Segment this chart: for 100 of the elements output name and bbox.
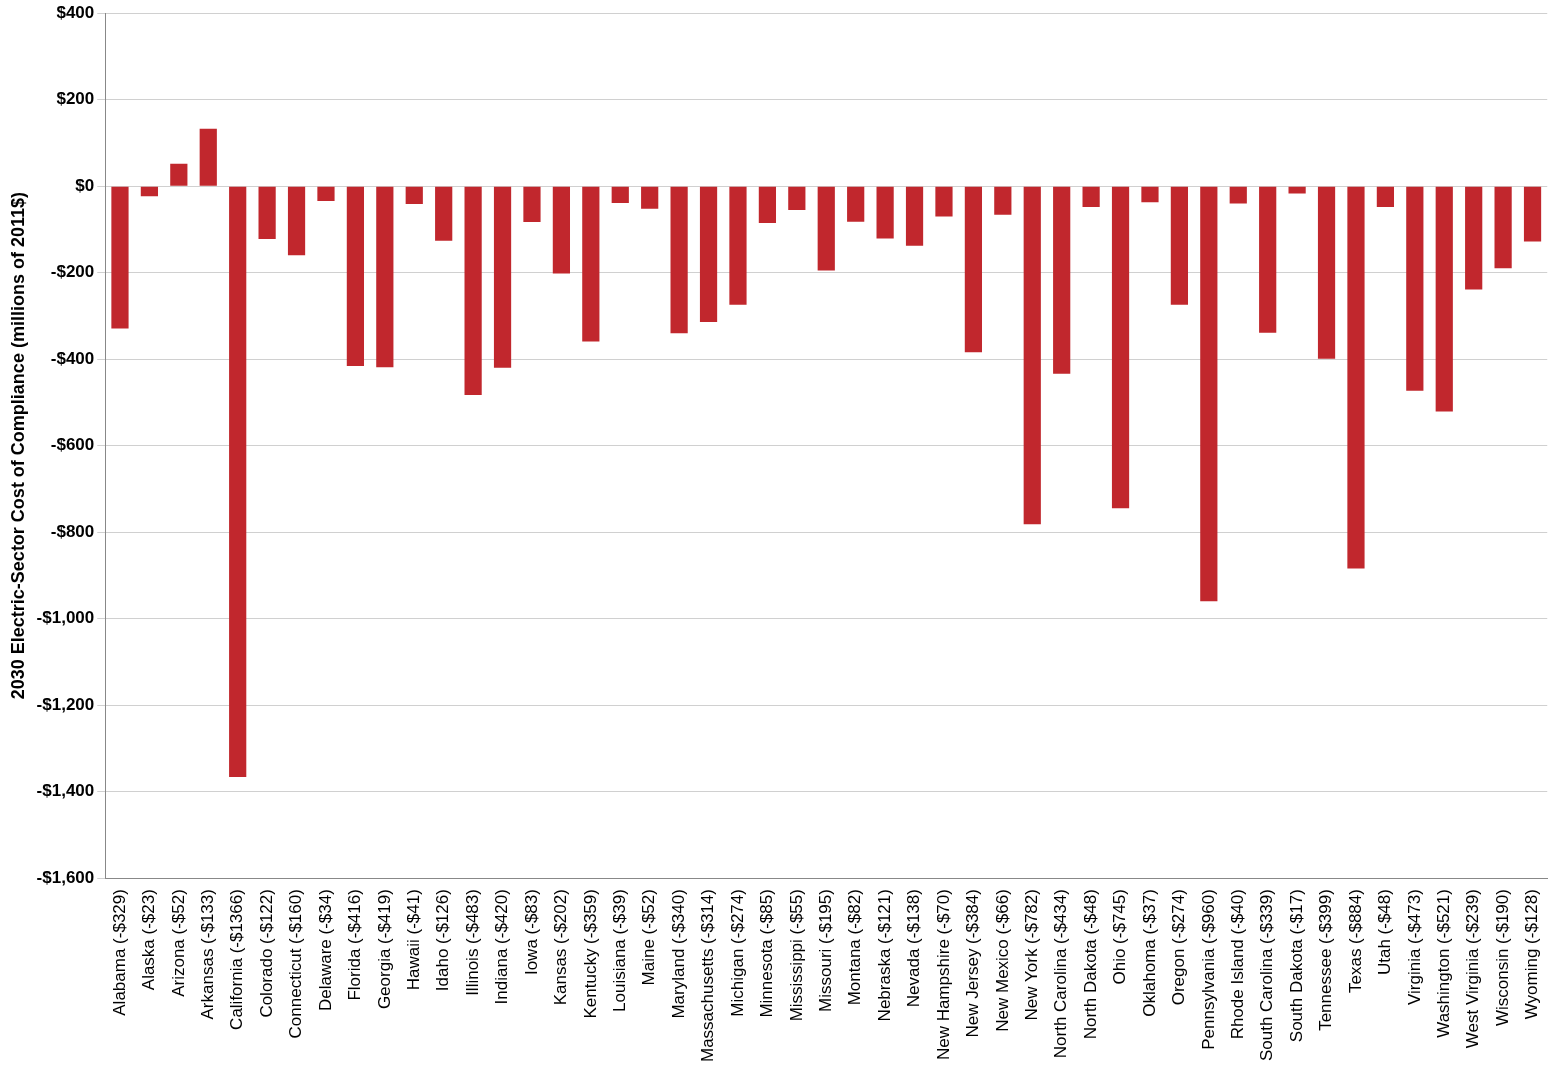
y-tick-label: -$1,400 <box>36 781 95 801</box>
x-tick-label: Missouri (-$195) <box>815 889 835 1012</box>
bar <box>1376 186 1394 207</box>
x-tick-label: Nevada (-$138) <box>904 889 924 1008</box>
x-tick-label: Maine (-$52) <box>639 889 659 986</box>
x-tick-label: Connecticut (-$160) <box>286 889 306 1039</box>
x-tick-label: South Carolina (-$339) <box>1257 889 1277 1062</box>
bar <box>140 186 159 197</box>
bar <box>1523 186 1542 242</box>
bar <box>435 186 453 241</box>
x-tick-label: Oklahoma (-$37) <box>1139 889 1159 1017</box>
x-tick-label: Arizona (-$52) <box>168 889 188 997</box>
x-tick-label: Ohio (-$745) <box>1110 889 1130 985</box>
x-tick-label: Pennsylvania (-$960) <box>1198 889 1218 1050</box>
x-tick-label: Oregon (-$274) <box>1169 889 1189 1006</box>
x-tick-label: Illinois (-$483) <box>462 889 482 996</box>
bar <box>523 186 541 223</box>
x-tick-label: Texas (-$884) <box>1345 889 1365 994</box>
x-tick-label: Alaska (-$23) <box>139 889 159 991</box>
bar <box>1141 186 1159 203</box>
bar <box>699 186 718 322</box>
x-tick-label: Wisconsin (-$190) <box>1492 889 1512 1027</box>
x-tick-label: Louisiana (-$39) <box>609 889 629 1012</box>
bar <box>935 186 953 217</box>
y-tick-label: -$400 <box>50 348 95 368</box>
x-tick-label: West Virginia (-$239) <box>1463 889 1483 1049</box>
x-tick-label: South Dakota (-$17) <box>1286 889 1306 1043</box>
bar <box>1170 186 1189 305</box>
x-tick-label: Nebraska (-$121) <box>874 889 894 1022</box>
y-axis-title: 2030 Electric-Sector Cost of Compliance (millions of 2011$) <box>7 192 28 700</box>
bar <box>1259 186 1277 333</box>
x-tick-label: Kentucky (-$359) <box>580 889 600 1019</box>
y-tick-label: $400 <box>56 2 95 22</box>
bar <box>287 186 306 256</box>
x-tick-label: Kansas (-$202) <box>551 889 571 1006</box>
y-tick-label: -$600 <box>50 435 95 455</box>
bar <box>1288 186 1306 194</box>
bar <box>641 186 659 209</box>
bar <box>611 186 629 204</box>
bar <box>1494 186 1512 269</box>
bar <box>464 186 482 396</box>
x-tick-label: Idaho (-$126) <box>433 889 453 992</box>
y-tick-label: -$1,600 <box>36 867 95 887</box>
y-tick-label: -$1,200 <box>36 694 95 714</box>
bar <box>493 186 512 368</box>
x-tick-label: Delaware (-$34) <box>315 889 335 1011</box>
bar <box>1347 186 1365 569</box>
bar <box>1317 186 1336 359</box>
y-tick-label: $200 <box>56 89 95 109</box>
bar <box>170 163 188 186</box>
bar <box>552 186 571 274</box>
bar <box>905 186 924 246</box>
bar <box>994 186 1012 215</box>
bar <box>199 128 217 186</box>
bar <box>317 186 335 201</box>
x-tick-label: Michigan (-$274) <box>727 889 747 1017</box>
x-tick-label: Tennessee (-$399) <box>1316 889 1336 1031</box>
bar <box>229 186 247 777</box>
x-tick-label: Wyoming (-$128) <box>1522 889 1542 1020</box>
x-tick-label: Arkansas (-$133) <box>197 889 217 1020</box>
bar <box>876 186 894 239</box>
bar <box>1023 186 1041 525</box>
bar <box>1229 186 1247 204</box>
bar <box>1053 186 1071 374</box>
x-tick-label: Georgia (-$419) <box>374 889 394 1010</box>
x-tick-label: North Dakota (-$48) <box>1080 889 1100 1040</box>
x-tick-label: Virginia (-$473) <box>1404 889 1424 1006</box>
x-tick-label: New Hampshire (-$70) <box>933 889 953 1061</box>
x-tick-label: New Mexico (-$66) <box>992 889 1012 1032</box>
y-tick-label: -$800 <box>50 521 95 541</box>
bar <box>405 186 423 204</box>
bar <box>376 186 394 368</box>
x-tick-label: Alabama (-$329) <box>109 889 129 1016</box>
bar <box>729 186 747 305</box>
x-tick-label: New York (-$782) <box>1021 889 1041 1021</box>
bar <box>758 186 777 223</box>
bar <box>847 186 865 222</box>
bar <box>1111 186 1130 509</box>
bar <box>964 186 983 353</box>
x-tick-label: Iowa (-$83) <box>521 889 541 976</box>
x-tick-label: Minnesota (-$85) <box>757 889 777 1018</box>
y-tick-label: -$200 <box>50 262 95 282</box>
bar <box>670 186 688 334</box>
bar <box>258 186 276 239</box>
bar <box>817 186 835 271</box>
bar <box>111 186 129 329</box>
x-tick-label: Florida (-$416) <box>345 889 365 1001</box>
y-tick-label: -$1,000 <box>36 608 95 628</box>
bar <box>1200 186 1218 602</box>
x-tick-label: Montana (-$82) <box>845 889 865 1006</box>
x-tick-label: Indiana (-$420) <box>492 889 512 1005</box>
x-tick-label: New Jersey (-$384) <box>963 889 983 1038</box>
y-tick-label: $0 <box>75 175 95 195</box>
x-tick-label: North Carolina (-$434) <box>1051 889 1071 1059</box>
bar <box>1406 186 1424 391</box>
x-tick-label: California (-$1366) <box>227 889 247 1030</box>
x-tick-label: Hawaii (-$41) <box>403 889 423 991</box>
x-tick-label: Washington (-$521) <box>1433 889 1453 1038</box>
bar <box>1465 186 1483 290</box>
bar <box>1435 186 1453 412</box>
